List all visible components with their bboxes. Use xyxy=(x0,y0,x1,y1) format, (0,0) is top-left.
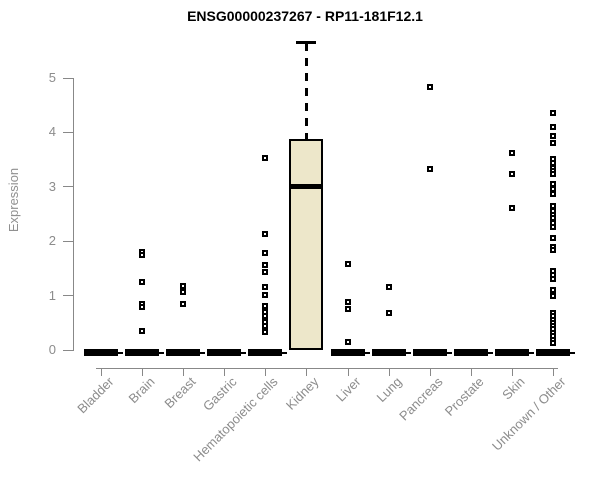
zero-box-median-tick xyxy=(528,352,534,354)
outlier-point xyxy=(549,140,556,147)
outlier-point xyxy=(549,185,556,192)
x-axis-tick xyxy=(265,368,267,376)
outlier-point xyxy=(508,170,515,177)
x-axis-tick xyxy=(429,368,431,376)
outlier-point xyxy=(262,291,269,298)
x-axis-tick xyxy=(388,368,390,376)
zero-box-bar xyxy=(453,349,488,356)
y-axis-tick-label: 4 xyxy=(48,124,56,140)
outlier-point xyxy=(549,191,556,198)
y-axis-tick xyxy=(63,77,73,79)
zero-box-median-tick xyxy=(569,352,575,354)
outlier-point xyxy=(262,303,269,310)
zero-box-median-tick xyxy=(200,352,206,354)
outlier-point xyxy=(549,293,556,300)
zero-box-bar xyxy=(248,349,283,356)
outlier-point xyxy=(508,205,515,212)
zero-box-median-tick xyxy=(159,352,165,354)
box-rect xyxy=(289,138,324,350)
outlier-point xyxy=(344,305,351,312)
outlier-point xyxy=(344,338,351,345)
chart-title: ENSG00000237267 - RP11-181F12.1 xyxy=(187,8,423,24)
outlier-point xyxy=(508,149,515,156)
outlier-point xyxy=(549,246,556,253)
outlier-point xyxy=(262,154,269,161)
outlier-point xyxy=(344,261,351,268)
zero-box-bar xyxy=(166,349,201,356)
zero-box-median-tick xyxy=(282,352,288,354)
zero-box-median-tick xyxy=(241,352,247,354)
y-axis-line xyxy=(73,78,74,351)
outlier-point xyxy=(549,224,556,231)
x-axis-tick xyxy=(306,368,308,376)
outlier-point xyxy=(549,180,556,187)
zero-box-median-tick xyxy=(118,352,123,354)
zero-box-bar xyxy=(371,349,406,356)
outlier-point xyxy=(139,252,146,259)
y-axis-tick xyxy=(63,131,73,133)
zero-box-bar xyxy=(207,349,242,356)
outlier-point xyxy=(426,83,433,90)
x-axis-tick xyxy=(347,368,349,376)
outlier-point xyxy=(262,249,269,256)
x-axis-line xyxy=(96,368,558,369)
y-axis-tick-label: 1 xyxy=(48,287,56,303)
y-axis-tick-label: 3 xyxy=(48,178,56,194)
zero-box-bar xyxy=(330,349,365,356)
outlier-point xyxy=(549,123,556,130)
outlier-point xyxy=(180,301,187,308)
x-axis-tick xyxy=(224,368,226,376)
whisker-cap xyxy=(296,41,317,45)
upper-whisker-line xyxy=(304,43,308,139)
outlier-point xyxy=(549,132,556,139)
outlier-point xyxy=(262,323,269,330)
x-axis-tick xyxy=(142,368,144,376)
y-axis-tick-label: 5 xyxy=(48,70,56,85)
zero-box-median-tick xyxy=(487,352,493,354)
outlier-point xyxy=(262,261,269,268)
outlier-point xyxy=(549,340,556,347)
outlier-point xyxy=(385,283,392,290)
outlier-point xyxy=(180,289,187,296)
outlier-point xyxy=(344,299,351,306)
outlier-point xyxy=(180,283,187,290)
outlier-point xyxy=(262,284,269,291)
zero-box-bar xyxy=(494,349,529,356)
outlier-point xyxy=(426,165,433,172)
y-axis-tick xyxy=(63,186,73,188)
x-axis-tick xyxy=(552,368,554,376)
y-axis-tick xyxy=(63,240,73,242)
y-axis-tick xyxy=(63,295,73,297)
x-axis-tick xyxy=(470,368,472,376)
zero-box-bar xyxy=(412,349,447,356)
outlier-point xyxy=(139,279,146,285)
median-line xyxy=(290,184,323,190)
outlier-point xyxy=(549,234,556,241)
outlier-point xyxy=(549,110,556,117)
zero-box-bar xyxy=(125,349,160,356)
y-axis-tick xyxy=(63,349,73,351)
outlier-point xyxy=(385,310,392,316)
outlier-point xyxy=(549,170,556,177)
zero-box-median-tick xyxy=(446,352,452,354)
outlier-point xyxy=(262,329,269,336)
x-axis-tick xyxy=(183,368,185,376)
outlier-point xyxy=(549,287,556,294)
outlier-point xyxy=(139,304,146,311)
zero-box-median-tick xyxy=(405,352,411,354)
outlier-point xyxy=(262,230,269,237)
x-axis-tick xyxy=(101,368,102,376)
y-axis-tick-label: 2 xyxy=(48,233,56,249)
zero-box-bar xyxy=(84,349,118,356)
x-axis-tick xyxy=(511,368,513,376)
outlier-point xyxy=(139,327,146,334)
zero-box-bar xyxy=(535,349,570,356)
outlier-point xyxy=(549,276,556,283)
outlier-point xyxy=(262,269,269,276)
outlier-point xyxy=(262,312,269,319)
zero-box-median-tick xyxy=(364,352,370,354)
y-axis-tick-label: 0 xyxy=(48,342,56,357)
